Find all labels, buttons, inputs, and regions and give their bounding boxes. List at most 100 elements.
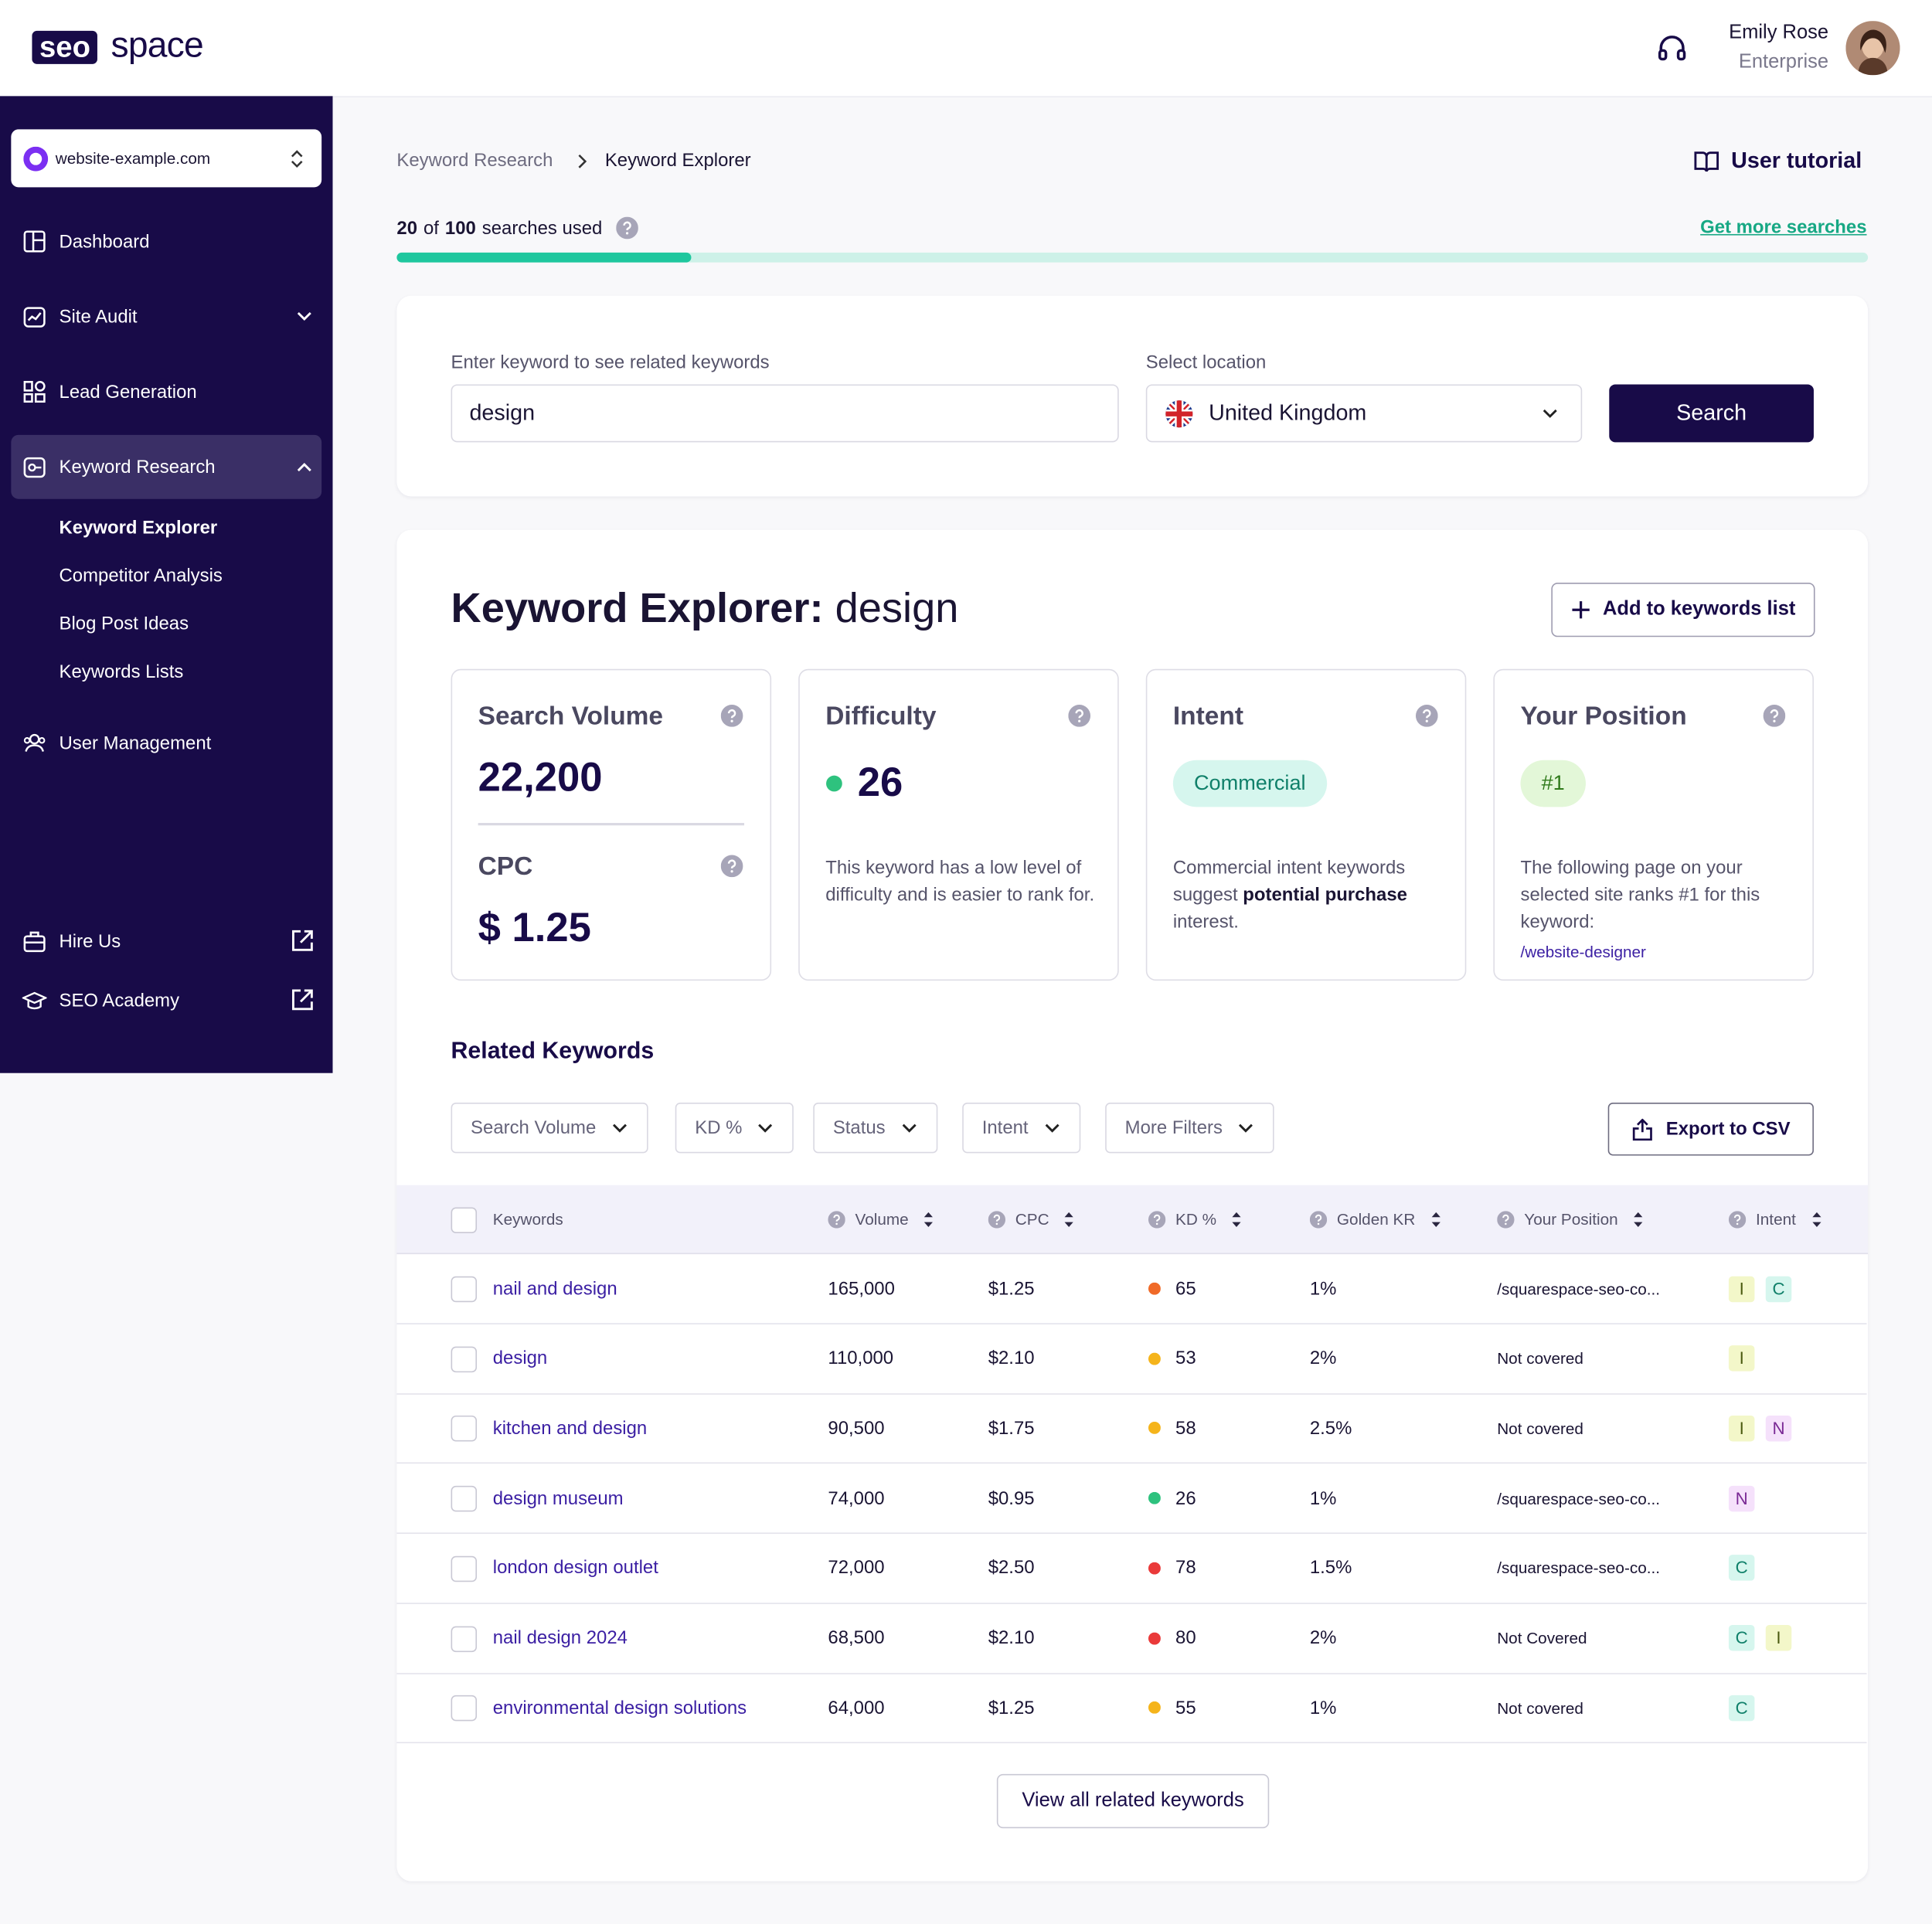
nav-label: User Management <box>59 732 212 753</box>
chevron-down <box>901 1123 916 1132</box>
filter-bar: Export to CSV Search Volume KD % Status Int… <box>451 1102 1814 1156</box>
uk-flag <box>1165 399 1193 427</box>
keyword-link[interactable]: environmental design solutions <box>492 1697 747 1718</box>
logo-box[interactable]: seo <box>32 30 98 64</box>
table-row: design 110,000 $2.10 53 2% Not covered I <box>396 1324 1867 1395</box>
help-icon[interactable] <box>1068 704 1091 727</box>
column-header[interactable]: Keywords <box>493 1185 563 1253</box>
keyword-link[interactable]: nail and design <box>492 1278 617 1300</box>
filter-dropdown[interactable]: More Filters <box>1105 1102 1274 1154</box>
search-button[interactable]: Search <box>1609 384 1814 443</box>
help-icon[interactable] <box>615 216 638 240</box>
golden-kr-cell: 1% <box>1309 1278 1337 1300</box>
volume-cell: 90,500 <box>828 1417 885 1440</box>
kd-dot <box>1148 1491 1161 1504</box>
keyword-link[interactable]: nail design 2024 <box>492 1627 628 1649</box>
metric-text: This keyword has a low level of difficul… <box>825 857 1095 906</box>
column-header[interactable]: Intent <box>1728 1185 1821 1253</box>
location-select[interactable]: United Kingdom <box>1145 384 1583 443</box>
cpc-cell: $2.50 <box>988 1557 1035 1579</box>
view-all-button[interactable]: View all related keywords <box>996 1773 1270 1829</box>
column-header[interactable]: KD % <box>1148 1185 1243 1253</box>
keyword-link[interactable]: london design outlet <box>492 1557 658 1579</box>
nav-item[interactable]: Dashboard <box>22 226 323 256</box>
sort-icon[interactable] <box>1430 1210 1440 1227</box>
checkbox[interactable] <box>451 1555 478 1582</box>
site-selector[interactable]: website-example.com <box>11 129 322 188</box>
sort-icon[interactable] <box>1811 1210 1821 1227</box>
breadcrumb-item[interactable]: Keyword Research <box>396 150 553 172</box>
column-header[interactable]: Golden KR <box>1309 1185 1441 1253</box>
logo-text[interactable]: space <box>111 25 203 66</box>
metric-text: The following page on your selected site… <box>1520 857 1760 933</box>
kd-cell: 65 <box>1148 1278 1196 1299</box>
keyword-link[interactable]: kitchen and design <box>492 1417 648 1440</box>
help-icon[interactable] <box>720 704 743 727</box>
column-header[interactable]: CPC <box>988 1185 1075 1253</box>
subnav-item-active[interactable]: Keyword Explorer <box>59 517 218 539</box>
avatar[interactable] <box>1845 21 1900 76</box>
nav-label: Keyword Research <box>59 456 216 478</box>
column-header[interactable]: Volume <box>828 1185 934 1253</box>
help-icon[interactable] <box>1497 1210 1515 1228</box>
keyword-link[interactable]: design <box>492 1348 548 1369</box>
position-link[interactable]: /website-designer <box>1520 942 1646 961</box>
usage-bar-track <box>396 252 1869 263</box>
nav-item[interactable]: Site Audit <box>22 302 323 331</box>
filter-dropdown[interactable]: KD % <box>675 1102 794 1154</box>
filter-dropdown[interactable]: Intent <box>962 1102 1080 1154</box>
kd-value: 80 <box>1175 1627 1196 1649</box>
related-title: Related Keywords <box>451 1038 655 1065</box>
help-icon[interactable] <box>988 1210 1006 1228</box>
table-row: nail and design 165,000 $1.25 65 1% /squaresp… <box>396 1254 1867 1324</box>
subnav-item[interactable]: Keywords Lists <box>59 661 184 683</box>
nav-item-active[interactable]: Keyword Research <box>22 452 323 481</box>
sort-icon[interactable] <box>1633 1210 1644 1227</box>
help-icon[interactable] <box>1148 1210 1166 1228</box>
nav-item[interactable]: User Management <box>22 728 323 757</box>
help-icon[interactable] <box>1728 1210 1747 1228</box>
help-icon[interactable] <box>720 855 743 878</box>
sort-icon[interactable] <box>1064 1210 1075 1227</box>
checkbox[interactable] <box>451 1416 478 1443</box>
help-icon[interactable] <box>1763 704 1786 727</box>
checkbox[interactable] <box>451 1485 478 1512</box>
help-icon[interactable] <box>1309 1210 1328 1228</box>
column-header[interactable]: Your Position <box>1497 1185 1644 1253</box>
checkbox[interactable] <box>451 1695 478 1722</box>
checkbox[interactable] <box>451 1346 478 1372</box>
keyword-link[interactable]: design museum <box>492 1487 624 1509</box>
subnav-item[interactable]: Blog Post Ideas <box>59 614 189 635</box>
subnav-item[interactable]: Competitor Analysis <box>59 565 223 586</box>
nav-item[interactable]: SEO Academy <box>22 986 323 1015</box>
filter-dropdown[interactable]: Status <box>813 1102 937 1154</box>
checkbox[interactable] <box>451 1625 478 1652</box>
filter-dropdown[interactable]: Search Volume <box>451 1102 648 1154</box>
help-icon[interactable] <box>828 1210 845 1228</box>
intent-cell: N <box>1728 1485 1766 1511</box>
difficulty-dot <box>826 775 842 792</box>
help-icon[interactable] <box>1415 704 1438 727</box>
filter-label: Intent <box>981 1117 1029 1139</box>
export-button[interactable]: Export to CSV <box>1607 1102 1814 1156</box>
sort-icon[interactable] <box>923 1210 934 1227</box>
table-row: london design outlet 72,000 $2.50 78 1.5% /sq… <box>396 1534 1867 1604</box>
checkbox[interactable] <box>451 1276 478 1303</box>
checkbox[interactable] <box>451 1207 478 1233</box>
get-more-link[interactable]: Get more searches <box>1700 216 1867 238</box>
tutorial-link[interactable]: User tutorial <box>1693 148 1862 173</box>
sort-icon[interactable] <box>1231 1210 1242 1227</box>
nav-icon <box>22 991 47 1010</box>
user-name[interactable]: Emily Rose <box>1729 22 1829 43</box>
golden-kr-cell: 2% <box>1309 1627 1337 1649</box>
kd-dot <box>1148 1562 1161 1575</box>
keyword-input[interactable]: design <box>451 384 1119 443</box>
support-icon[interactable] <box>1656 33 1688 65</box>
nav-label: Site Audit <box>59 306 138 328</box>
nav-item[interactable]: Lead Generation <box>22 377 323 406</box>
golden-kr-cell: 2% <box>1309 1348 1337 1369</box>
nav-item[interactable]: Hire Us <box>22 926 323 956</box>
column-label: Intent <box>1756 1209 1796 1229</box>
add-keywords-button[interactable]: Add to keywords list <box>1551 583 1815 637</box>
kd-cell: 80 <box>1148 1627 1196 1648</box>
